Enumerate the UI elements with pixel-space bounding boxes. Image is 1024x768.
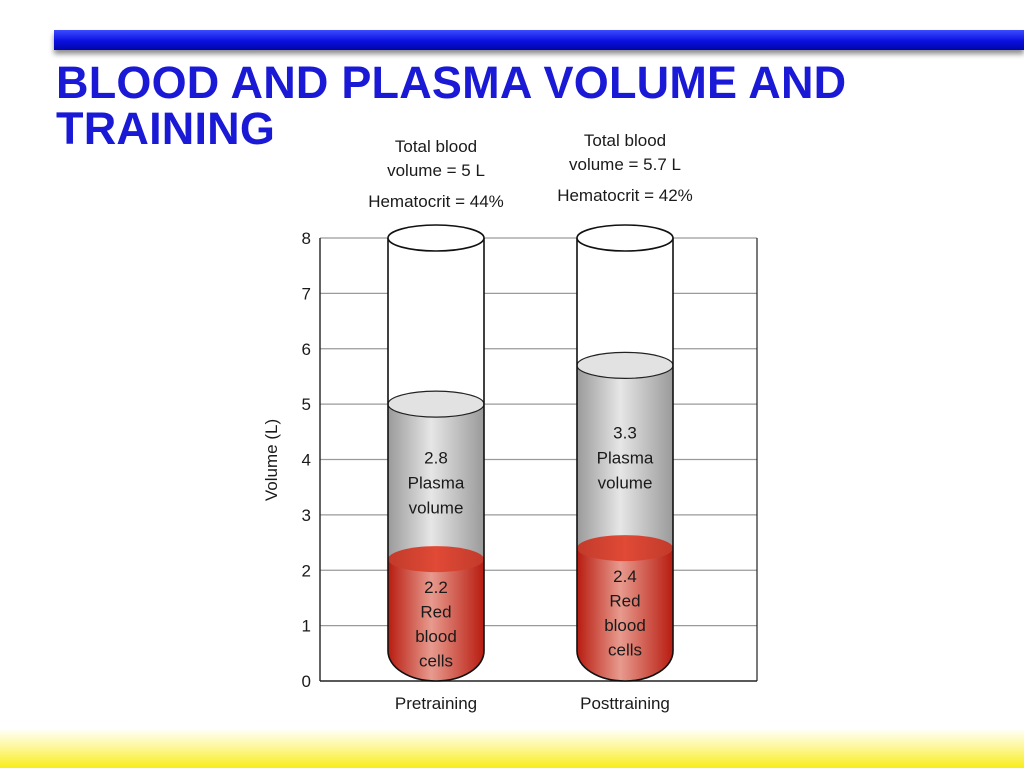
y-tick-label: 1 (302, 617, 311, 636)
rbc-value-label: cells (419, 652, 453, 671)
plasma-value-label: 3.3 (613, 424, 637, 443)
y-tick-label: 3 (302, 506, 311, 525)
tube-empty-glass (577, 238, 673, 366)
y-tick-label: 5 (302, 395, 311, 414)
rbc-surface (577, 535, 673, 562)
x-category-label: Posttraining (580, 694, 670, 713)
tube-header-text: Total blood (395, 137, 477, 156)
y-tick-label: 6 (302, 340, 311, 359)
rbc-value-label: blood (415, 627, 457, 646)
y-tick-label: 0 (302, 672, 311, 691)
rbc-value-label: 2.2 (424, 578, 448, 597)
plasma-value-label: Plasma (597, 449, 654, 468)
tube-rim (576, 224, 674, 252)
plasma-value-label: volume (409, 499, 464, 518)
plasma-surface (387, 390, 485, 418)
tube-1: Total blood volume = 5 L Hematocrit = 44% 2… (368, 137, 504, 713)
y-axis-label: Volume (L) (262, 419, 281, 501)
y-tick-label: 8 (302, 229, 311, 248)
y-tick-label: 2 (302, 561, 311, 580)
plasma-value-label: 2.8 (424, 449, 448, 468)
tube-outline (576, 238, 674, 682)
tube-header-text: Hematocrit = 44% (368, 192, 504, 211)
tube-header-text: volume = 5.7 L (569, 155, 681, 174)
rbc-value-label: blood (604, 616, 646, 635)
tube-2: Total blood volume = 5.7 L Hematocrit = 42… (557, 131, 693, 713)
rbc-bar (577, 548, 673, 681)
rbc-value-label: 2.4 (613, 567, 637, 586)
plasma-bar (577, 365, 673, 549)
tube-header-text: Hematocrit = 42% (557, 186, 693, 205)
rbc-value-label: Red (420, 603, 451, 622)
x-category-label: Pretraining (395, 694, 477, 713)
rbc-value-label: Red (609, 592, 640, 611)
y-tick-label: 4 (302, 451, 311, 470)
plasma-value-label: Plasma (408, 474, 465, 493)
rbc-bar (388, 559, 484, 681)
footer-band (0, 730, 1024, 768)
tube-header-text: volume = 5 L (387, 161, 485, 180)
y-tick-label: 7 (302, 284, 311, 303)
tube-header-text: Total blood (584, 131, 666, 150)
tube-rim (387, 224, 485, 252)
tube-outline (387, 238, 485, 682)
tubes-layer: Total blood volume = 5 L Hematocrit = 44% 2… (368, 131, 693, 713)
rbc-surface (388, 546, 484, 573)
y-tick-labels: 0 1 2 3 4 5 6 7 8 (302, 229, 311, 691)
tube-empty-glass (388, 238, 484, 405)
rbc-value-label: cells (608, 641, 642, 660)
plasma-surface (576, 351, 674, 379)
slide-title: BLOOD AND PLASMA VOLUME AND TRAINING (56, 57, 847, 154)
title-accent-bar (54, 30, 1024, 50)
plasma-value-label: volume (598, 474, 653, 493)
grid-layer (319, 237, 758, 682)
plasma-bar (388, 404, 484, 560)
